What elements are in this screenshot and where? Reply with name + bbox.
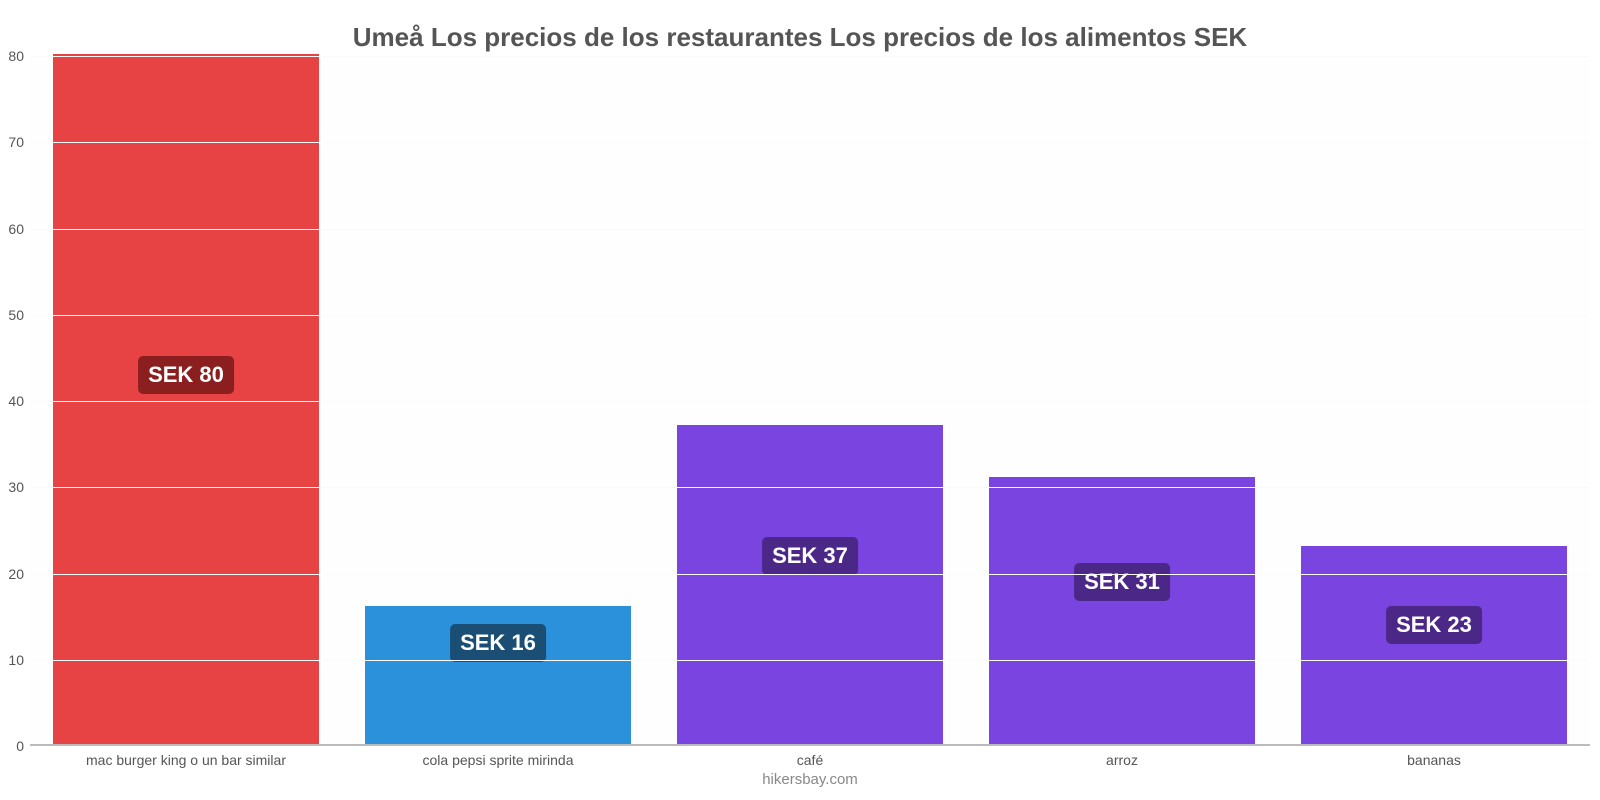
plot-area: SEK 80SEK 16SEK 37SEK 31SEK 23 hikersbay… — [30, 56, 1590, 746]
y-tick-label: 30 — [8, 479, 28, 495]
chart-title: Umeå Los precios de los restaurantes Los… — [10, 22, 1590, 53]
bar-value-label: SEK 16 — [450, 624, 546, 662]
y-tick-label: 60 — [8, 221, 28, 237]
bar — [677, 425, 942, 744]
bar-value-label: SEK 80 — [138, 356, 234, 394]
bar — [989, 477, 1254, 744]
x-category-label: mac burger king o un bar similar — [86, 752, 286, 768]
y-tick-label: 50 — [8, 307, 28, 323]
y-tick-label: 20 — [8, 566, 28, 582]
bar — [53, 54, 318, 744]
y-tick-label: 70 — [8, 134, 28, 150]
grid-line — [30, 487, 1590, 488]
grid-line — [30, 229, 1590, 230]
grid-line — [30, 142, 1590, 143]
bar-value-label: SEK 37 — [762, 537, 858, 575]
grid-line — [30, 401, 1590, 402]
grid-line — [30, 660, 1590, 661]
x-category-label: café — [797, 752, 823, 768]
bar-value-label: SEK 23 — [1386, 606, 1482, 644]
x-category-label: cola pepsi sprite mirinda — [423, 752, 574, 768]
bars-layer: SEK 80 SEK 16 SEK 37 SEK 31 SEK 23 — [30, 56, 1590, 744]
bar-value-label: SEK 31 — [1074, 563, 1170, 601]
grid-line — [30, 315, 1590, 316]
y-tick-label: 10 — [8, 652, 28, 668]
bar — [1301, 546, 1566, 744]
grid-line — [30, 574, 1590, 575]
plot-inner: SEK 80SEK 16SEK 37SEK 31SEK 23 hikersbay… — [30, 56, 1590, 746]
x-category-label: arroz — [1106, 752, 1138, 768]
x-category-label: bananas — [1407, 752, 1461, 768]
y-tick-label: 80 — [8, 48, 28, 64]
y-tick-label: 0 — [16, 738, 28, 754]
bar-chart: Umeå Los precios de los restaurantes Los… — [0, 0, 1600, 800]
grid-line — [30, 56, 1590, 57]
y-tick-label: 40 — [8, 393, 28, 409]
chart-source: hikersbay.com — [762, 771, 858, 788]
